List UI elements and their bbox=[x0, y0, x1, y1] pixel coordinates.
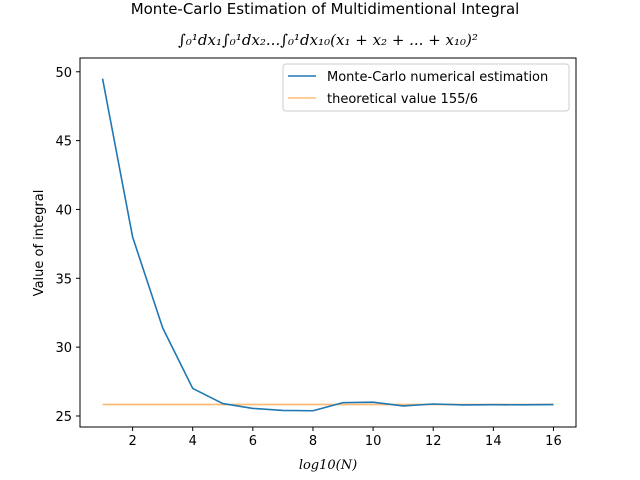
y-axis: 25 30 35 40 45 50 bbox=[55, 66, 80, 425]
plot-area bbox=[101, 78, 554, 412]
x-tick-label: 6 bbox=[249, 434, 257, 449]
y-tick-label: 30 bbox=[55, 341, 72, 356]
x-axis: 2 4 6 8 10 12 14 16 bbox=[128, 427, 562, 449]
x-tick-label: 2 bbox=[128, 434, 136, 449]
x-axis-label: log10(N) bbox=[299, 458, 357, 473]
x-tick-label: 8 bbox=[309, 434, 317, 449]
y-tick-label: 40 bbox=[55, 203, 72, 218]
legend: Monte-Carlo numerical estimation theoret… bbox=[282, 63, 570, 112]
legend-label-theoretical: theoretical value 155/6 bbox=[327, 92, 478, 107]
chart-subtitle: ∫₀¹dx₁∫₀¹dx₂...∫₀¹dx₁₀(x₁ + x₂ + ... + x… bbox=[178, 31, 478, 49]
y-tick-label: 25 bbox=[55, 410, 72, 425]
x-tick-label: 14 bbox=[485, 434, 502, 449]
legend-label-mc: Monte-Carlo numerical estimation bbox=[327, 70, 548, 85]
x-tick-label: 12 bbox=[425, 434, 442, 449]
y-tick-label: 35 bbox=[55, 272, 72, 287]
x-tick-label: 10 bbox=[365, 434, 382, 449]
series-line-monte-carlo bbox=[101, 78, 554, 412]
y-tick-label: 45 bbox=[55, 135, 72, 150]
axes-frame bbox=[79, 57, 577, 428]
legend-box bbox=[282, 63, 570, 112]
y-axis-label: Value of integral bbox=[32, 190, 47, 297]
chart-title: Monte-Carlo Estimation of Multidimention… bbox=[131, 0, 520, 18]
y-tick-label: 50 bbox=[55, 66, 72, 81]
x-tick-label: 4 bbox=[189, 434, 197, 449]
x-tick-label: 16 bbox=[545, 434, 562, 449]
